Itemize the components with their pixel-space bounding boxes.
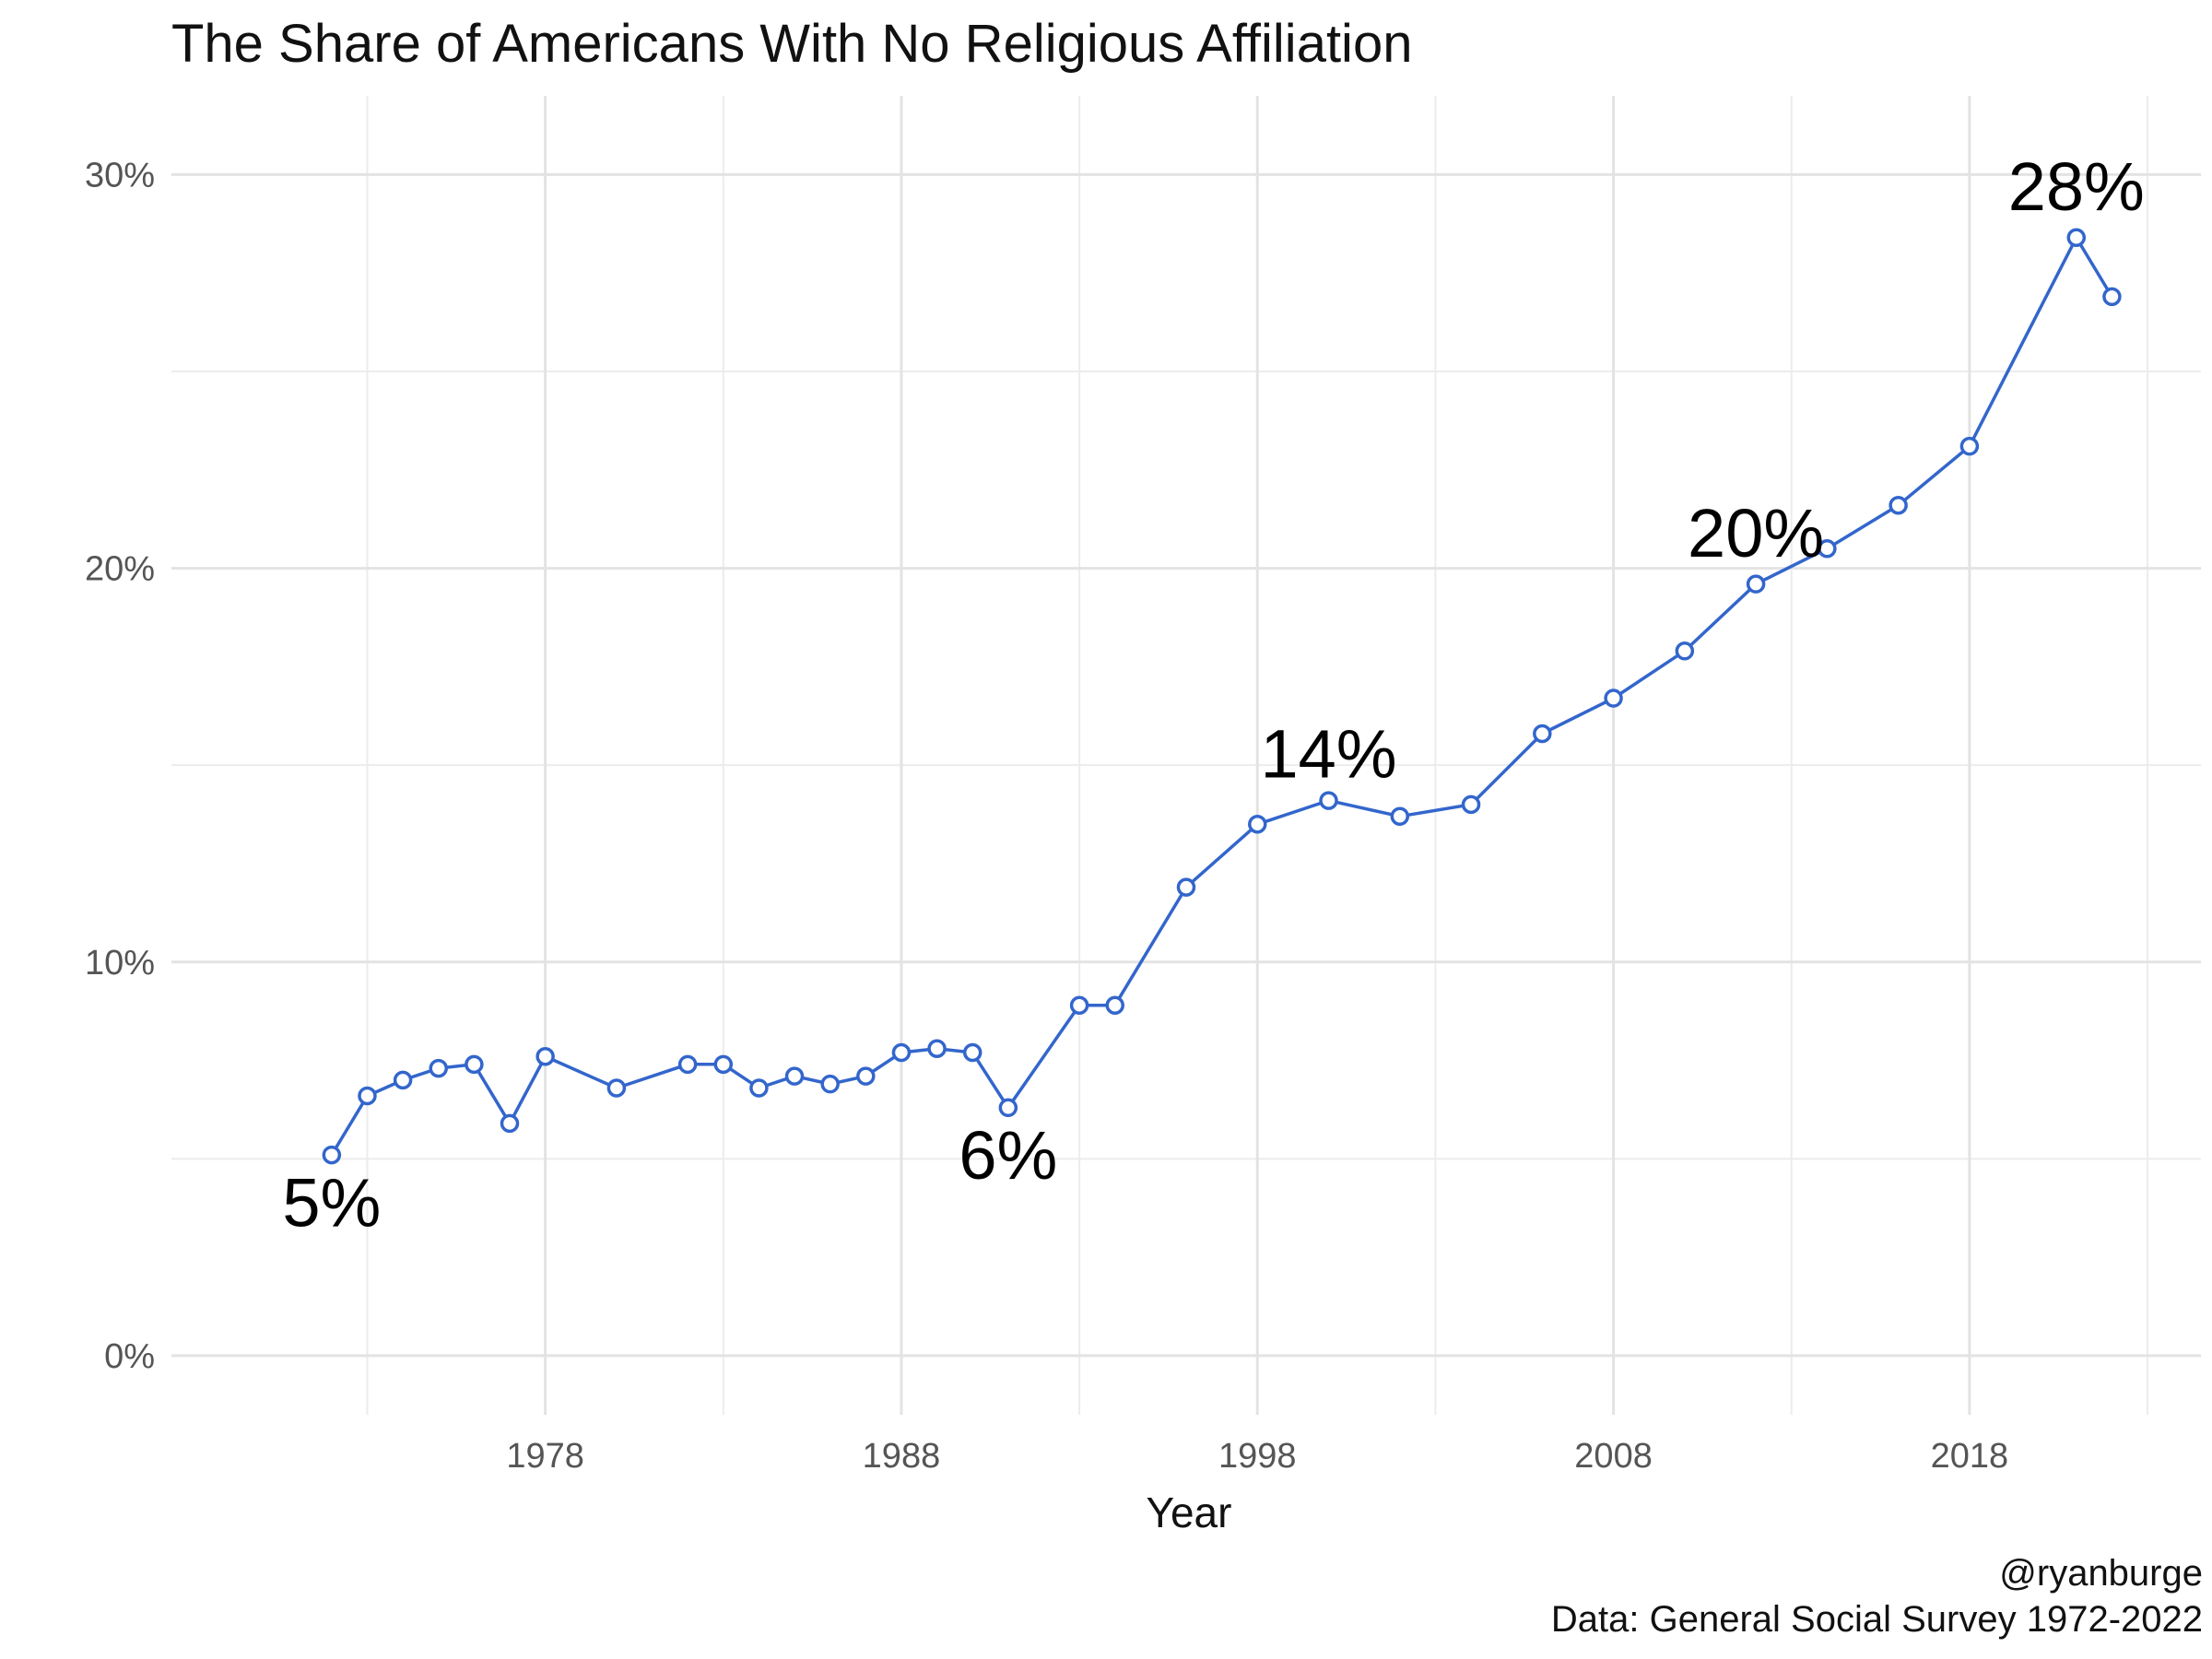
- data-point: [1105, 995, 1124, 1015]
- chart-title: The Share of Americans With No Religious…: [171, 14, 1413, 74]
- x-axis-tick-labels: 1978 1988 1998 2008 2018: [506, 1437, 2008, 1476]
- y-tick-label: 10%: [85, 944, 155, 982]
- data-point: [1604, 688, 1623, 708]
- x-tick-label: 2018: [1931, 1437, 2009, 1476]
- data-point: [749, 1078, 769, 1098]
- y-tick-label: 0%: [104, 1337, 155, 1376]
- data-point: [891, 1042, 912, 1063]
- data-point: [1888, 496, 1908, 515]
- x-axis-label: Year: [1147, 1488, 1232, 1536]
- data-point: [358, 1086, 377, 1106]
- data-point: [1390, 806, 1410, 826]
- series-line: [330, 234, 2113, 1157]
- data-point: [1319, 791, 1338, 810]
- data-point: [1746, 574, 1766, 594]
- annotation-label: 5%: [282, 1164, 381, 1241]
- data-point: [535, 1047, 555, 1066]
- annotation-label: 6%: [959, 1117, 1057, 1194]
- data-point: [2102, 287, 2122, 307]
- data-point: [677, 1054, 698, 1075]
- caption-source: Data: General Social Survey 1972-2022: [1550, 1599, 2203, 1640]
- data-point: [429, 1058, 448, 1078]
- data-point: [2066, 228, 2087, 248]
- data-point: [1176, 877, 1196, 897]
- data-point: [1818, 538, 1837, 559]
- data-point: [322, 1145, 342, 1165]
- data-point: [1461, 794, 1481, 815]
- x-tick-label: 1988: [863, 1437, 941, 1476]
- data-point: [820, 1074, 840, 1094]
- data-point: [465, 1054, 484, 1075]
- annotation-label: 20%: [1688, 495, 1824, 571]
- annotations: 5% 6% 14% 20% 28%: [282, 148, 2144, 1241]
- data-point: [1959, 436, 1980, 456]
- x-tick-label: 1998: [1218, 1437, 1297, 1476]
- data-point: [1069, 995, 1089, 1015]
- data-point: [606, 1078, 627, 1098]
- annotation-label: 28%: [2008, 148, 2145, 225]
- data-point: [500, 1113, 520, 1134]
- data-point: [1675, 641, 1695, 661]
- y-axis-tick-labels: 0% 10% 20% 30%: [85, 156, 155, 1375]
- data-point: [962, 1042, 982, 1063]
- y-tick-label: 20%: [85, 550, 155, 589]
- data-point: [1533, 724, 1552, 744]
- data-point: [998, 1098, 1018, 1118]
- data-point: [856, 1066, 876, 1086]
- data-point: [927, 1039, 947, 1058]
- annotation-label: 14%: [1260, 715, 1396, 792]
- y-tick-label: 30%: [85, 156, 155, 194]
- data-point: [784, 1066, 805, 1086]
- data-points: [322, 228, 2122, 1165]
- major-gridlines: [171, 96, 2201, 1415]
- x-tick-label: 1978: [506, 1437, 584, 1476]
- x-tick-label: 2008: [1574, 1437, 1653, 1476]
- data-point: [713, 1054, 734, 1075]
- data-point: [1248, 815, 1267, 834]
- caption-handle: @ryanburge: [1999, 1553, 2203, 1594]
- minor-gridlines: [171, 96, 2201, 1415]
- data-point: [393, 1070, 413, 1090]
